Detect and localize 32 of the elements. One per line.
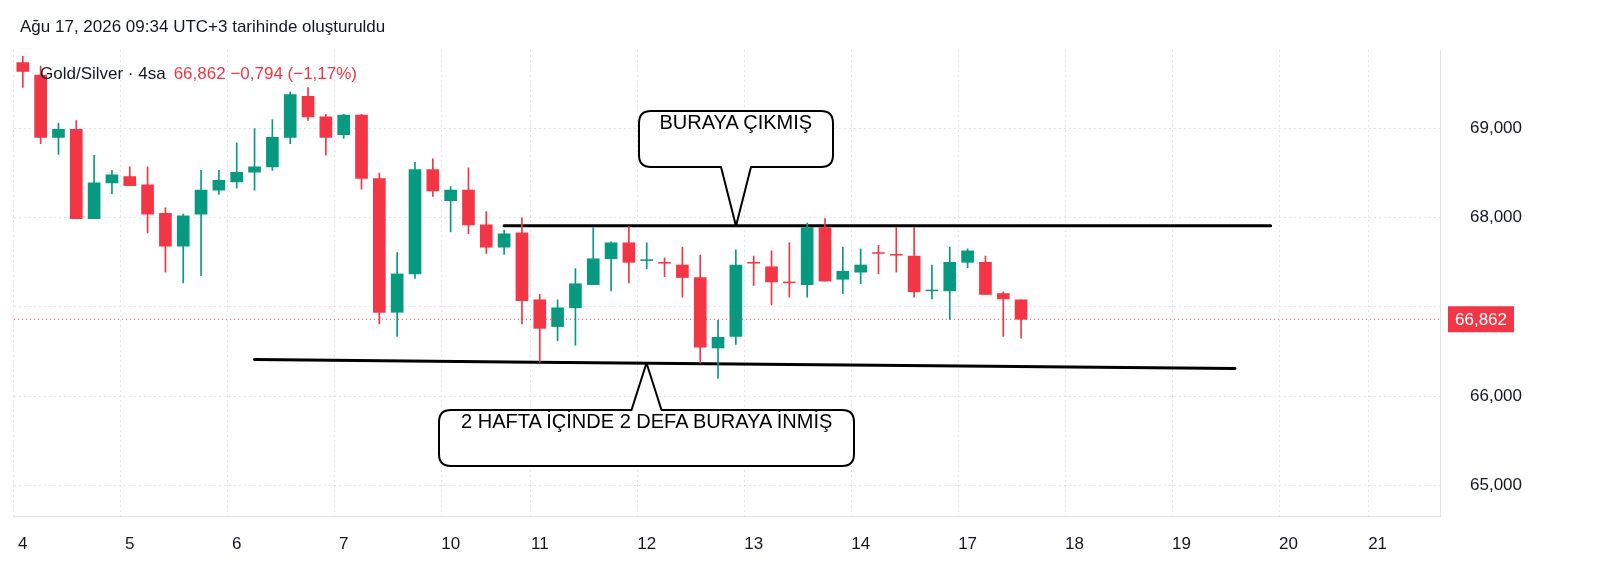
y-tick-label: 66,000	[1470, 385, 1522, 405]
candlestick	[16, 55, 30, 88]
x-tick-label: 11	[530, 534, 549, 554]
x-tick-label: 10	[441, 534, 461, 554]
ref-line-label: 66,862	[1455, 309, 1507, 329]
text: 66,862 −0,794 (−1,17%)	[173, 63, 358, 83]
text: Ağu 17, 2026 09:34 UTC+3 tarihinde oluşturuldu	[20, 16, 386, 36]
speech-bubble: BURAYA ÇIKMIŞ	[636, 108, 835, 228]
candlestick	[889, 227, 903, 273]
x-tick-label: 17	[958, 534, 978, 554]
annotation: 2 HAFTA İÇİNDE 2 DEFA BURAYA İNMİŞ	[460, 410, 834, 435]
x-tick-label: 14	[851, 534, 871, 554]
x-tick-label: 7	[338, 534, 349, 554]
candlestick	[747, 255, 761, 286]
x-tick-label: 21	[1368, 534, 1388, 554]
x-tick-label: 12	[637, 534, 657, 554]
y-tick-label: 68,000	[1470, 207, 1522, 227]
candlestick	[836, 246, 850, 294]
x-tick-label: 19	[1172, 534, 1191, 554]
x-tick-label: 18	[1065, 534, 1085, 554]
candlestick	[123, 166, 137, 186]
x-tick-label: 5	[125, 534, 135, 554]
candlestick	[640, 242, 654, 269]
x-tick-label: 13	[744, 534, 764, 554]
x-tick-label: 20	[1279, 534, 1298, 554]
x-tick-label: 6	[231, 534, 242, 554]
y-tick-label: 69,000	[1470, 118, 1522, 138]
x-tick-label: 4	[18, 534, 28, 554]
text: Gold/Silver · 4sa	[40, 63, 167, 83]
speech-bubble: 2 HAFTA İÇİNDE 2 DEFA BURAYA İNMİŞ	[437, 361, 857, 469]
y-tick-label: 65,000	[1470, 475, 1522, 495]
annotation: BURAYA ÇIKMIŞ	[658, 110, 814, 135]
